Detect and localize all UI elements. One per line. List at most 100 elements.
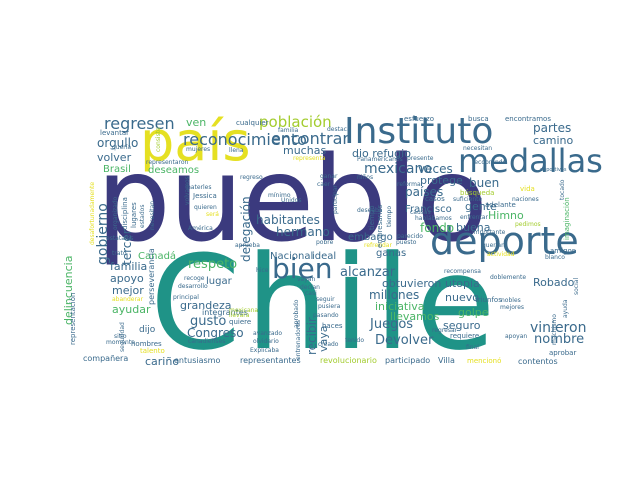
word-paises: países: [405, 185, 444, 199]
word-deportivos: deportivos: [540, 167, 567, 173]
word-dijo: dijo: [139, 325, 156, 335]
word-recoge: recoge: [184, 275, 205, 282]
word-representaron: representaron: [146, 159, 189, 166]
word-queria: quería: [112, 144, 132, 151]
word-doblemente: doblemente: [490, 274, 527, 281]
word-gobierno: gobierno: [95, 203, 111, 265]
word-haces: haces: [322, 322, 343, 330]
word-estatales: estatales: [106, 235, 134, 242]
word-himno: Himno: [488, 209, 524, 222]
word-hombres: hombres: [131, 340, 162, 348]
word-sera: será: [206, 211, 219, 218]
word-disciplina: disciplina: [121, 197, 129, 230]
word-necesitan: necesitan: [463, 145, 493, 152]
word-embargo: embargo: [348, 232, 393, 243]
word-medallas: medallas: [458, 142, 603, 180]
word-principal: principal: [173, 294, 199, 301]
word-bien: bien: [272, 252, 333, 285]
word-obtuvieron: obtuvieron: [382, 277, 442, 290]
word-haterles: haterles: [187, 184, 212, 191]
word-gusto: gusto: [190, 314, 227, 329]
word-busqueda: búsqueda: [460, 189, 495, 197]
word-deporte: deporte: [430, 219, 579, 263]
word-mejor: mejor: [112, 284, 144, 297]
word-vinieron: vinieron: [530, 320, 587, 336]
word-ninos: niños: [357, 174, 374, 181]
word-trato: trató: [112, 250, 127, 257]
word-tocado: tocado: [559, 179, 566, 200]
word-grandeza: grandeza: [180, 299, 232, 312]
word-familia: familia: [110, 260, 148, 273]
word-desafortunadamente: desafortunadamente: [89, 181, 96, 245]
word-aprobar: aprobar: [549, 349, 577, 357]
word-vida: vida: [520, 185, 535, 193]
word-consiste: consiste: [155, 127, 162, 152]
word-volver: volver: [97, 151, 132, 164]
word-dio-refugio: dio refugio: [352, 147, 411, 160]
word-tiempo2: tiempo: [386, 205, 393, 227]
word-vaya: vaya: [317, 325, 330, 352]
word-ven: ven: [186, 116, 207, 129]
word-volvamos: volvamos: [184, 176, 191, 205]
word-alcanzar: alcanzar: [340, 265, 396, 280]
word-utopia: utopía: [445, 277, 480, 290]
word-recompensa: recompensa: [444, 268, 481, 275]
word-seguir: seguir: [316, 296, 335, 303]
word-panamericanos: Panamericanos: [357, 156, 403, 163]
word-levantar: levantar: [100, 129, 130, 137]
word-jessica: Jessica: [193, 192, 217, 200]
word-congreso: Congreso: [187, 326, 244, 340]
word-creado: creado: [318, 341, 339, 348]
word-quieren: quieren: [194, 204, 217, 211]
word-presente: presente: [407, 155, 434, 162]
word-final: final: [466, 344, 479, 351]
word-nacional: Nacional: [270, 251, 314, 262]
word-canadienses: canadienses: [188, 338, 226, 345]
word-revolucionario: revolucionario: [320, 356, 377, 365]
word-minimo: mínimo: [268, 192, 291, 199]
word-naciones: naciones: [512, 196, 539, 203]
word-buena: buena: [456, 221, 491, 234]
word-gente: gente: [465, 200, 497, 213]
word-partes: partes: [533, 121, 572, 135]
word-tenido: tenido: [345, 337, 364, 344]
word-seguridad: seguridad: [119, 322, 126, 352]
word-orgullo: orgullo: [97, 136, 139, 150]
word-refrendar: refrendar: [364, 242, 392, 249]
word-enfrentar: enfrentar: [460, 214, 488, 221]
word-participar: participar: [332, 185, 339, 214]
word-sitio: sitio: [114, 333, 127, 340]
word-poblacion: población: [259, 113, 332, 131]
word-veces: veces: [418, 162, 453, 176]
word-aprobado: aprobado: [293, 299, 300, 328]
word-representantes: representantes: [240, 356, 301, 365]
word-mexicano: mexicano: [364, 161, 432, 177]
word-querian: querían: [482, 242, 505, 249]
word-hice: hice: [256, 267, 269, 274]
word-carino: cariño: [145, 355, 180, 368]
word-camino: camino: [533, 134, 574, 147]
word-regresar: regresar: [432, 327, 458, 334]
word-quiere: quiere: [229, 318, 252, 326]
word-respeto: respeto: [188, 257, 238, 272]
word-apoyo: apoyo: [110, 272, 144, 285]
word-caer: caer: [317, 181, 331, 188]
word-menciono: mencionó: [467, 357, 502, 365]
word-instituto: Instituto: [344, 111, 494, 152]
word-protege: protege: [420, 174, 463, 187]
word-participado: participado: [385, 356, 431, 365]
word-empresarios: empresarios: [376, 204, 384, 248]
word-olvidario: olvidario: [253, 338, 279, 345]
word-cualquier: cualquier: [236, 119, 269, 127]
word-robado: Robado: [533, 276, 575, 289]
word-tiempo: tiempo: [368, 205, 376, 230]
word-pueblo: pueblo: [96, 130, 488, 268]
word-mexicana: mexicana: [229, 307, 259, 314]
word-pedimos: pedimos: [515, 221, 541, 228]
word-llena: llena: [229, 147, 244, 154]
word-millones: millones: [369, 288, 420, 302]
word-ganar: ganar: [320, 173, 338, 180]
word-buen: buen: [469, 176, 500, 190]
word-avanzado: avanzado: [253, 330, 283, 337]
